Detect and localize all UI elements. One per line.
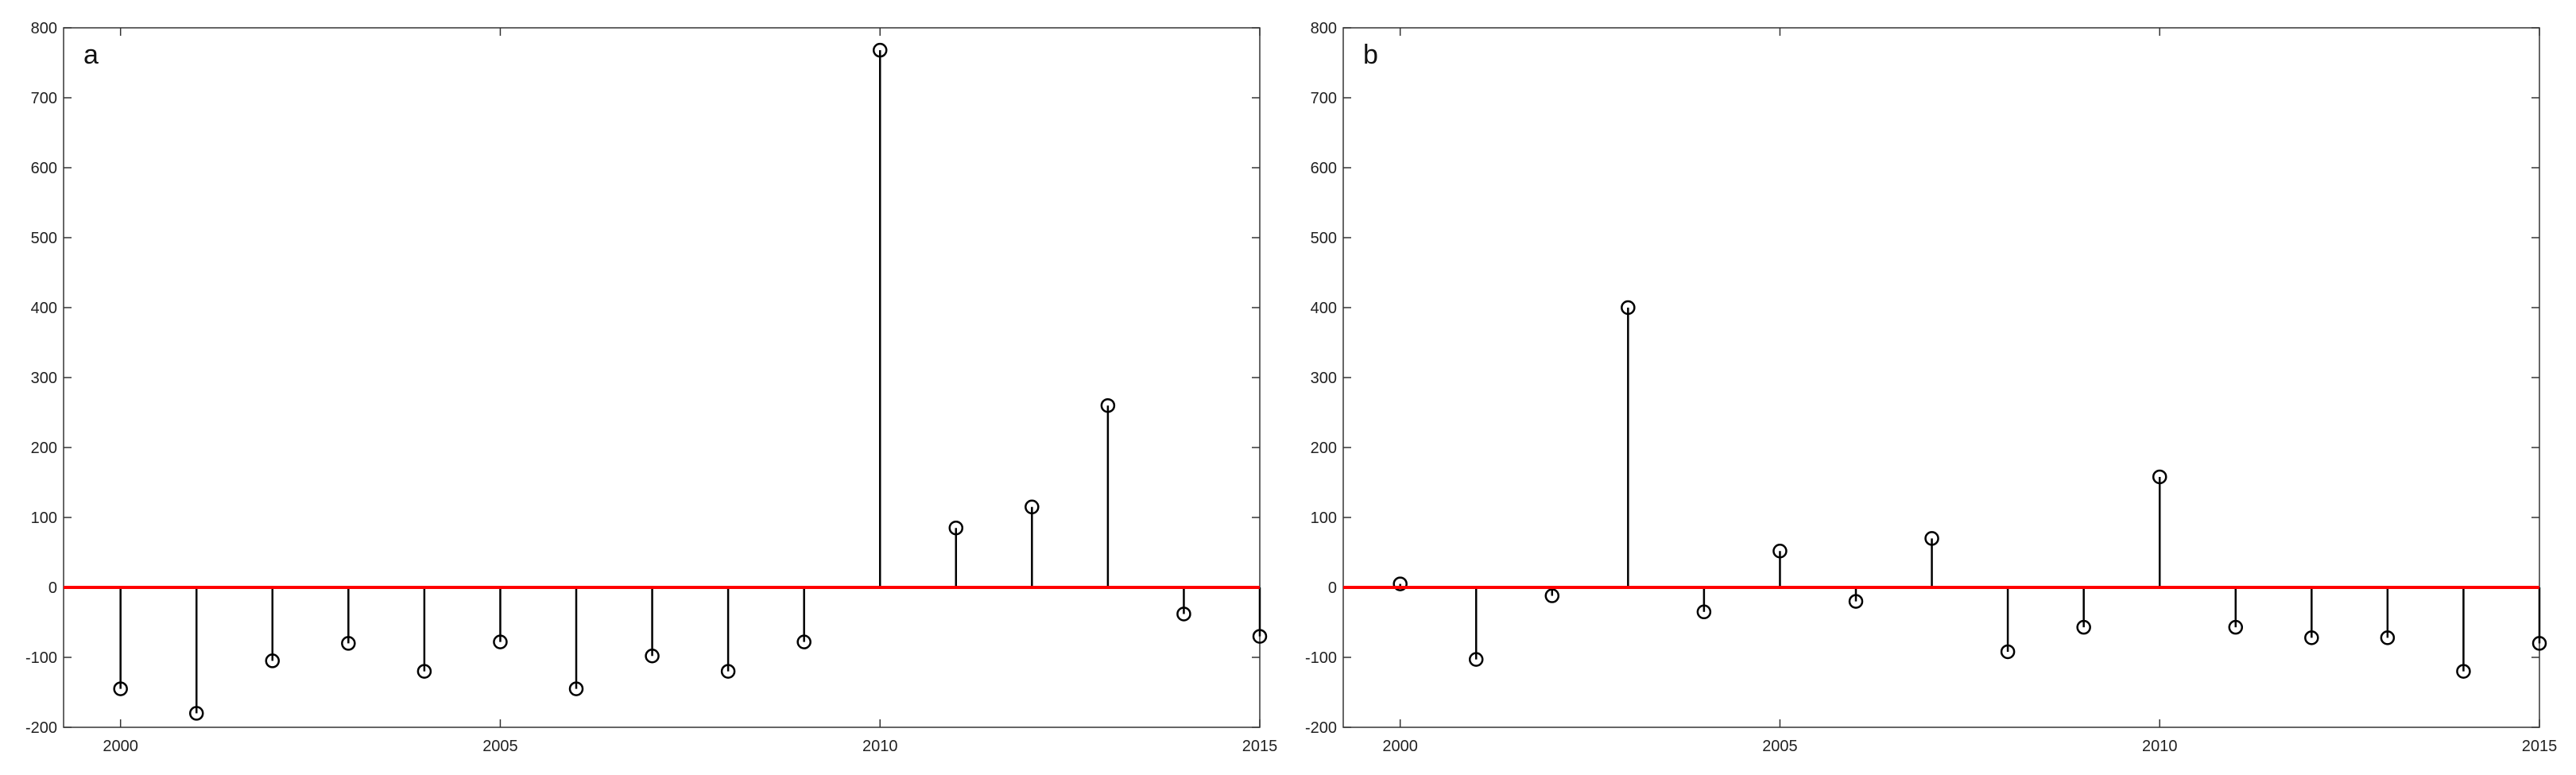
x-tick-label: 2015	[1242, 738, 1278, 755]
x-tick-label: 2005	[482, 738, 518, 755]
stem-marker	[2000, 644, 2016, 660]
stem-marker	[416, 664, 432, 679]
y-tick-label: -200	[1305, 719, 1337, 737]
y-tick-label: 100	[31, 510, 57, 527]
y-tick-label: 300	[31, 370, 57, 387]
stem-marker	[1176, 606, 1191, 622]
stem-marker	[645, 648, 660, 664]
x-tick-label: 2005	[1762, 738, 1798, 755]
stem-marker	[720, 664, 736, 679]
panel-b: 800 700 600 500 400 300 200 100 0 -100 -200 2000 200…	[1305, 20, 2557, 755]
stem-marker	[796, 634, 812, 649]
stem-marker	[2076, 619, 2091, 635]
stem-marker	[2456, 664, 2471, 679]
stem-marker	[265, 653, 281, 668]
stem-marker	[2304, 630, 2319, 645]
y-tick-label: 700	[1311, 90, 1337, 107]
stem-marker	[113, 681, 128, 696]
y-tick-label: 800	[1311, 20, 1337, 37]
stem-marker	[2531, 636, 2547, 651]
stem-marker	[1772, 543, 1788, 559]
y-tick-label: 200	[1311, 440, 1337, 457]
stem-marker	[568, 681, 584, 696]
y-tick-label: 500	[31, 230, 57, 247]
x-tick-label: 2010	[862, 738, 898, 755]
y-tick-label: 0	[1328, 579, 1337, 597]
y-tick-label: -200	[25, 719, 57, 737]
y-tick-label: -100	[1305, 649, 1337, 667]
panel-label: b	[1363, 40, 1378, 70]
y-tick-label: 400	[1311, 300, 1337, 317]
y-tick-label: 400	[31, 300, 57, 317]
x-tick-label: 2000	[1382, 738, 1418, 755]
stem-marker	[1252, 629, 1268, 644]
stem-marker	[1924, 531, 1939, 546]
stem-marker	[1621, 300, 1636, 316]
y-tick-label: 300	[1311, 370, 1337, 387]
y-tick-label: 500	[1311, 230, 1337, 247]
y-tick-label: 600	[1311, 160, 1337, 177]
stem-marker	[2380, 630, 2396, 645]
panel-label: a	[83, 40, 99, 70]
y-tick-label: 600	[31, 160, 57, 177]
plot-area-b	[1342, 27, 2540, 728]
stem-marker	[948, 520, 964, 536]
stem-marker	[1025, 499, 1040, 515]
y-tick-label: 200	[31, 440, 57, 457]
y-tick-label: 800	[31, 20, 57, 37]
stem-marker	[2228, 619, 2244, 635]
stem-marker	[1468, 652, 1484, 667]
y-tick-label: 700	[31, 90, 57, 107]
stem-marker	[872, 42, 888, 58]
stem-marker	[1100, 397, 1116, 413]
stem-marker	[1848, 594, 1864, 609]
stem-marker	[1544, 588, 1560, 603]
y-tick-label: 100	[1311, 510, 1337, 527]
x-tick-label: 2010	[2142, 738, 2178, 755]
stem-marker	[1696, 604, 1712, 620]
stem-marker	[341, 636, 356, 651]
x-tick-label: 2015	[2522, 738, 2558, 755]
plot-area-a	[63, 27, 1261, 728]
y-tick-label: -100	[25, 649, 57, 667]
stem-marker	[2152, 469, 2167, 485]
stem-marker	[1393, 576, 1408, 591]
stem-marker	[493, 634, 508, 649]
y-tick-label: 0	[48, 579, 57, 597]
stem-marker	[188, 706, 204, 721]
panel-a: 800 700 600 500 400 300 200 100 0 -100 -200 2000 200…	[25, 20, 1277, 755]
x-tick-label: 2000	[103, 738, 138, 755]
